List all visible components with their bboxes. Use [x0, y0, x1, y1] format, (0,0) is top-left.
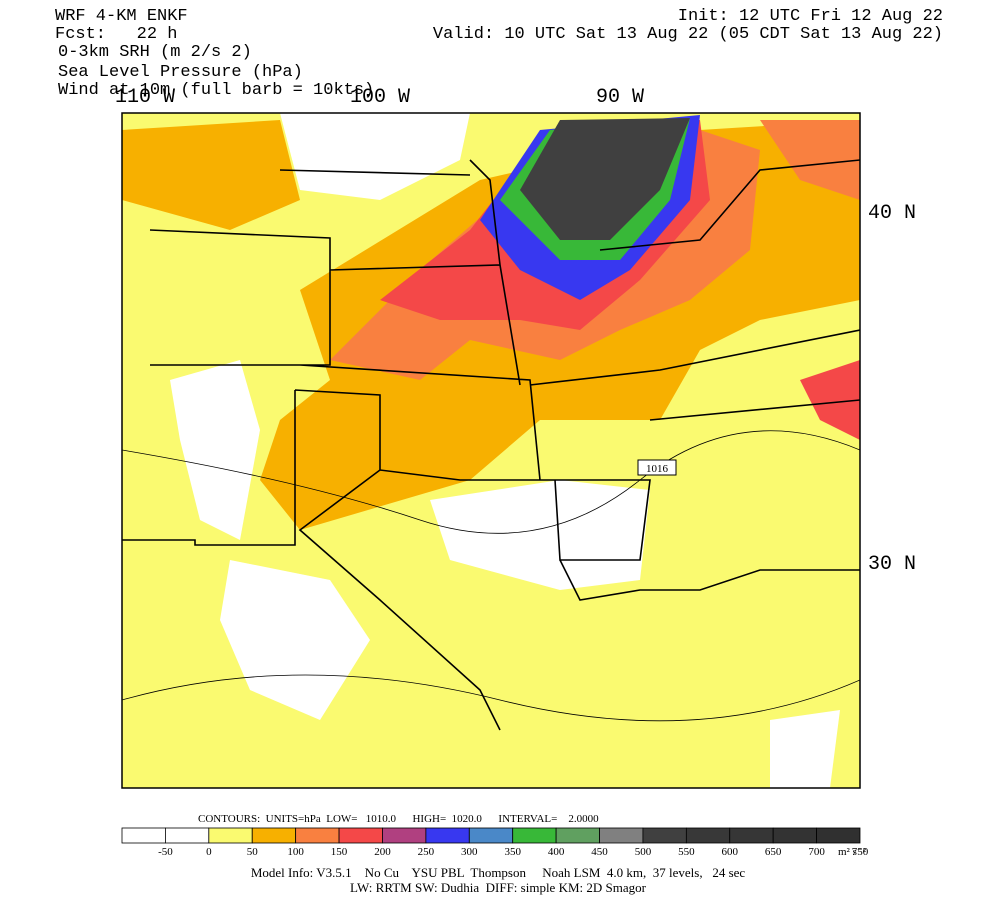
- valid: Valid: 10 UTC Sat 13 Aug 22 (05 CDT Sat …: [433, 25, 943, 44]
- colorbar-units: m² s⁻²: [838, 846, 867, 858]
- colorbar-label: 500: [635, 846, 652, 858]
- lon-label: 110 W: [115, 86, 175, 109]
- colorbar-label: 250: [418, 846, 435, 858]
- isobar-box: [637, 459, 677, 476]
- lon-label: 90 W: [596, 86, 644, 109]
- isobar-label: 1016: [646, 463, 669, 475]
- colorbar-label: 0: [206, 846, 212, 858]
- colorbar-box: [816, 827, 861, 844]
- lon-label: 100 W: [350, 86, 410, 109]
- colorbar-box: [772, 827, 817, 844]
- title: WRF 4-KM ENKF: [55, 7, 188, 26]
- colorbar-box: [468, 827, 514, 844]
- colorbar-box: [642, 827, 687, 844]
- colorbar-box: [121, 827, 166, 844]
- field: 0-3km SRH (m 2/s 2): [58, 43, 252, 62]
- colorbar-box: [555, 827, 600, 844]
- colorbar-label: 150: [331, 846, 348, 858]
- colorbar-label: 100: [287, 846, 304, 858]
- colorbar-label: 400: [548, 846, 565, 858]
- colorbar-label: 350: [504, 846, 521, 858]
- colorbar-label: 50: [247, 846, 259, 858]
- colorbar-label: 550: [678, 846, 695, 858]
- forecast: Fcst: 22 h: [55, 25, 177, 44]
- footer: LW: RRTM SW: Dudhia DIFF: simple KM: 2D …: [350, 880, 647, 895]
- lat-label: 40 N: [868, 202, 916, 225]
- init: Init: 12 UTC Fri 12 Aug 22: [678, 7, 943, 26]
- colorbar-box: [685, 827, 731, 844]
- map-frame: [121, 112, 861, 789]
- colorbar-label: 750: [852, 846, 869, 858]
- colorbar-box: [338, 827, 383, 844]
- colorbar: -50 0 50 100 150 200 250 300 350 400 450 500 550 600 6…: [121, 827, 869, 858]
- colorbar-box: [729, 827, 774, 844]
- colorbar-box: [599, 827, 644, 844]
- colorbar-box: [165, 827, 210, 844]
- colorbar-box: [512, 827, 557, 844]
- colorbar-label: 650: [765, 846, 782, 858]
- colorbar-label: 450: [591, 846, 608, 858]
- colorbar-box: [382, 827, 427, 844]
- colorbar-label: -50: [158, 846, 173, 858]
- field: Wind at 10m (full barb = 10kts): [58, 81, 374, 100]
- colorbar-label: 600: [722, 846, 739, 858]
- contours-info: CONTOURS: UNITS=hPa LOW= 1010.0 HIGH= 10…: [198, 813, 599, 825]
- field: Sea Level Pressure (hPa): [58, 63, 303, 82]
- footer: Model Info: V3.5.1 No Cu YSU PBL Thompso…: [251, 865, 746, 880]
- colorbar-box: [425, 827, 470, 844]
- colorbar-box: [251, 827, 297, 844]
- colorbar-label: 300: [461, 846, 478, 858]
- colorbar-label: 200: [374, 846, 391, 858]
- map: [122, 113, 860, 788]
- colorbar-box: [295, 827, 340, 844]
- lat-label: 30 N: [868, 553, 916, 576]
- colorbar-label: 700: [808, 846, 825, 858]
- colorbar-box: [208, 827, 253, 844]
